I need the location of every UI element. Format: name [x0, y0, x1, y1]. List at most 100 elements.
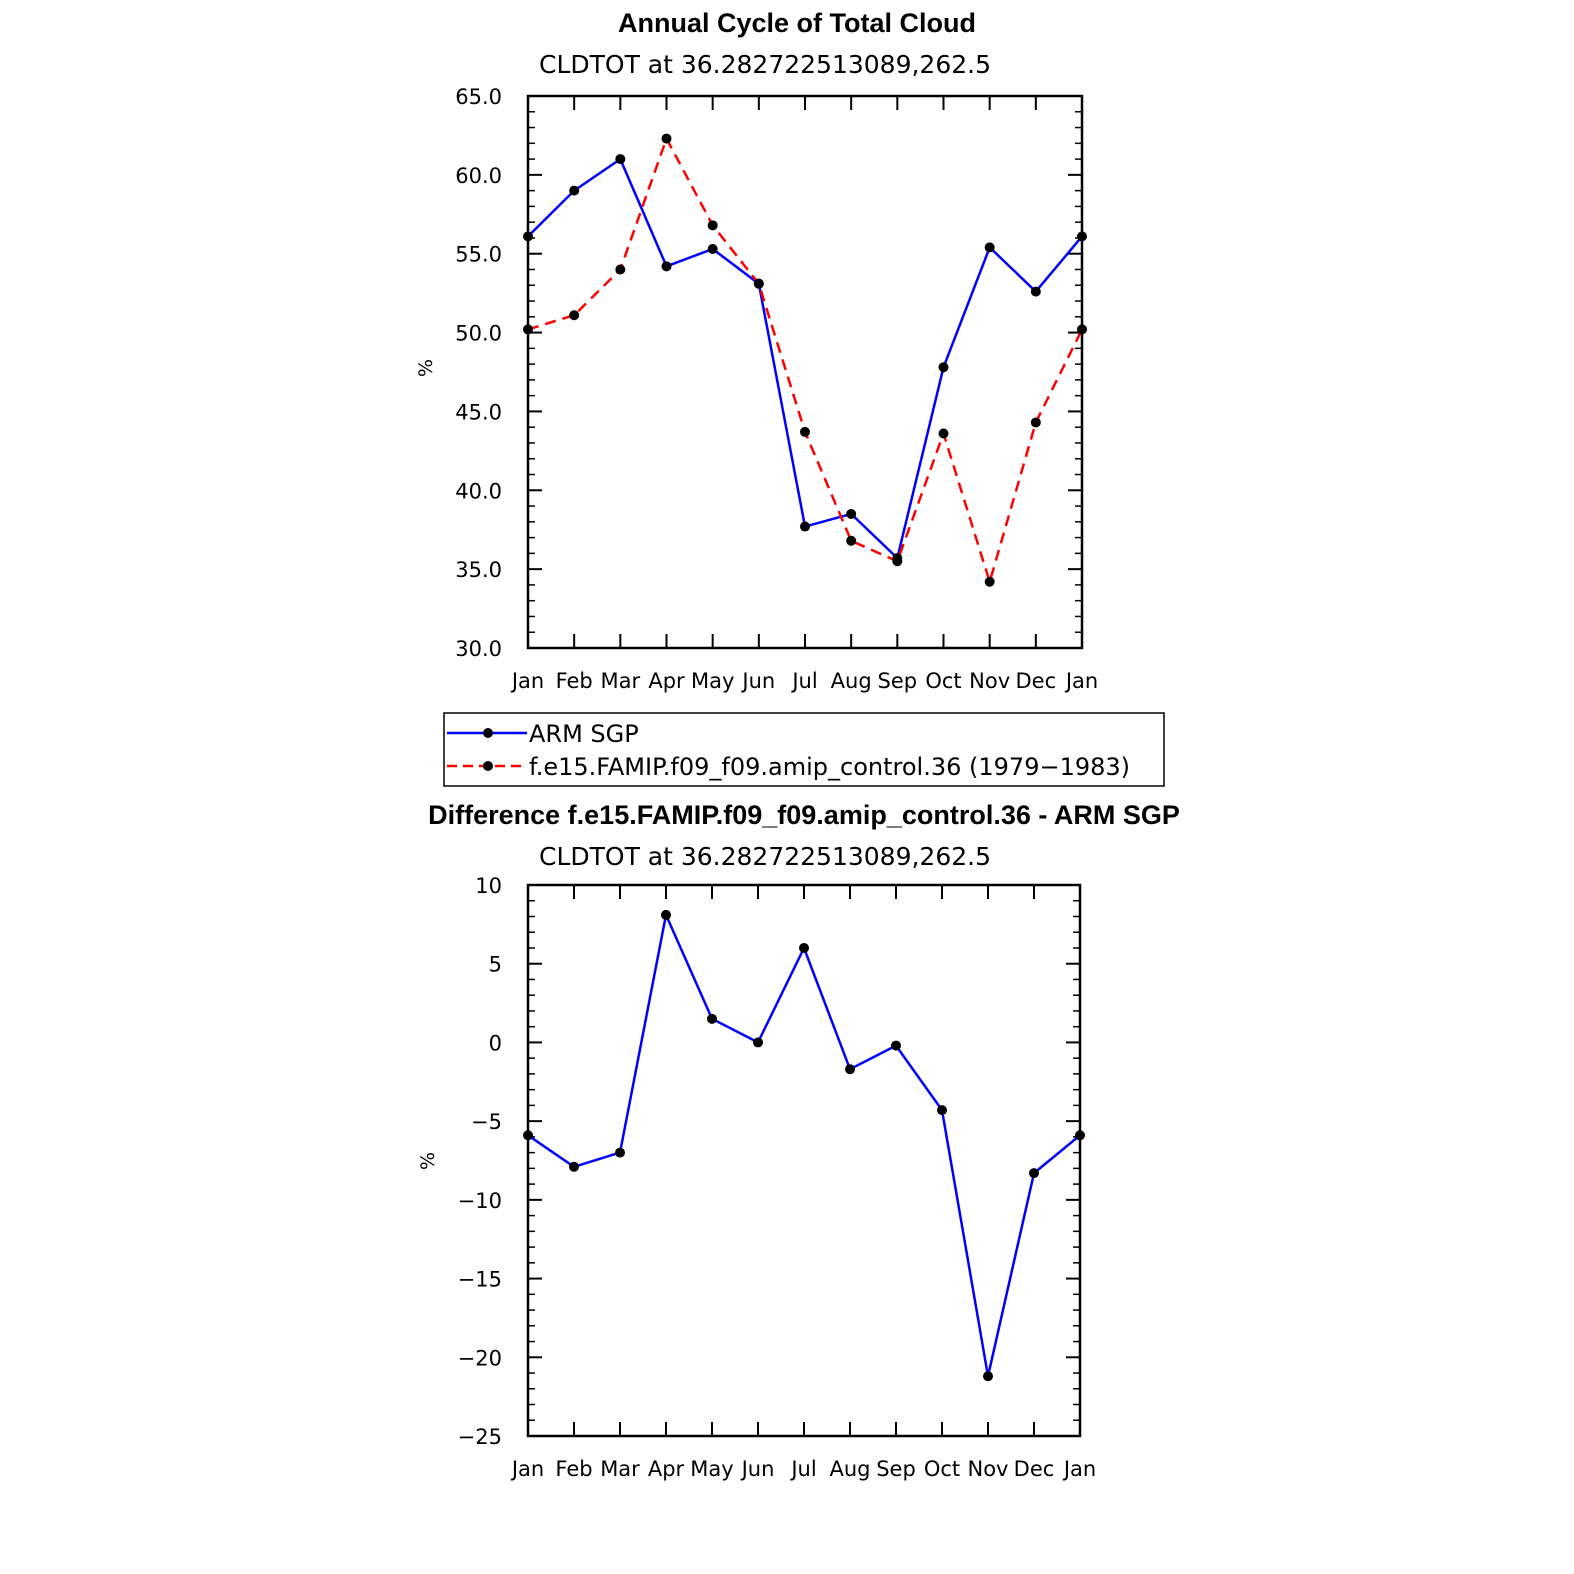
tick-labels: 30.0 35.0 40.0 45.0 50.0 55.0 60.0 65.0 Jan Feb Ma…: [455, 85, 1098, 693]
data-point-s1-2: [615, 264, 626, 275]
data-point-s1-9: [938, 428, 949, 439]
x-tick-label: Oct: [924, 1457, 960, 1481]
legend-box: [443, 712, 1165, 787]
series-line-0: [527, 913, 1081, 1378]
x-tick-label: Sep: [878, 669, 918, 693]
x-tick-label: Aug: [831, 669, 872, 693]
data-point-s0-2: [615, 1147, 625, 1158]
data-point-s1-8: [892, 556, 903, 567]
data-point-s0-9: [937, 1105, 947, 1116]
x-tick-label: Jan: [510, 669, 544, 693]
x-tick-label: Mar: [600, 1457, 640, 1481]
data-point-s1-10: [984, 576, 995, 587]
legend-marker-arm-sgp: [483, 728, 493, 738]
data-point-s0-11: [1030, 286, 1041, 297]
data-point-s0-3: [661, 261, 672, 272]
data-point-s0-1: [569, 1161, 579, 1172]
chart-title: Annual Cycle of Total Cloud: [618, 8, 976, 38]
y-tick-label: 10: [475, 874, 502, 898]
x-tick-label: Sep: [876, 1457, 916, 1481]
data-point-s0-11: [1029, 1168, 1039, 1179]
data-point-s0-0: [523, 231, 533, 242]
series-line-0: [527, 157, 1083, 560]
x-tick-label: Jan: [1062, 1457, 1096, 1481]
x-tick-label: Apr: [648, 669, 685, 693]
plot-frame: [526, 883, 1082, 1438]
data-point-s1-11: [1030, 417, 1041, 428]
data-point-s0-10: [983, 1371, 993, 1382]
data-point-s1-1: [569, 310, 580, 321]
x-tick-label: Jul: [789, 1457, 816, 1481]
x-tick-label: Feb: [556, 669, 593, 693]
y-axis-label: %: [415, 359, 437, 377]
y-tick-label: −5: [471, 1110, 502, 1134]
x-tick-label: Oct: [925, 669, 961, 693]
data-point-s1-7: [846, 535, 857, 546]
y-tick-label: 55.0: [455, 243, 502, 267]
data-point-s1-12: [1077, 324, 1087, 335]
legend: ARM SGP f.e15.FAMIP.f09_f09.amip_control…: [443, 712, 1165, 787]
y-tick-label: 50.0: [455, 322, 502, 346]
x-tick-label: Nov: [969, 669, 1010, 693]
data-point-s0-0: [523, 1130, 533, 1141]
series-points: [523, 133, 1087, 587]
y-tick-label: −10: [458, 1189, 502, 1213]
chart-subtitle: CLDTOT at 36.282722513089,262.5: [539, 842, 991, 871]
data-point-s0-2: [615, 154, 626, 165]
y-tick-label: −25: [458, 1425, 502, 1449]
data-point-s0-6: [800, 521, 810, 532]
data-point-s0-5: [753, 1037, 763, 1048]
tick-labels: −25 −20 −15 −10 −5 0 5 10 Jan Feb Mar Apr May Jun Jul A…: [458, 874, 1097, 1481]
x-tick-label: Apr: [648, 1457, 685, 1481]
y-tick-label: −15: [458, 1268, 502, 1292]
y-tick-label: −20: [458, 1346, 502, 1370]
y-tick-label: 0: [489, 1031, 502, 1055]
data-point-s0-3: [661, 909, 671, 920]
data-point-s1-5: [753, 278, 764, 289]
legend-marker-model: [483, 761, 493, 771]
series-lines: [527, 913, 1081, 1378]
series-points: [523, 909, 1085, 1382]
data-point-s0-7: [846, 508, 857, 519]
x-tick-label: Nov: [968, 1457, 1009, 1481]
series-line-1: [527, 137, 1084, 584]
data-point-s0-4: [707, 1013, 717, 1024]
data-point-s0-8: [891, 1040, 901, 1051]
data-point-s0-12: [1075, 1130, 1085, 1141]
x-tick-label: Jan: [1064, 669, 1098, 693]
x-tick-label: Dec: [1014, 1457, 1055, 1481]
x-tick-label: Jan: [510, 1457, 544, 1481]
y-tick-label: 60.0: [455, 164, 502, 188]
chart-title: Difference f.e15.FAMIP.f09_f09.amip_cont…: [428, 800, 1180, 830]
data-point-s1-0: [523, 324, 533, 335]
data-point-s0-1: [569, 185, 580, 196]
x-tick-label: May: [691, 669, 734, 693]
data-point-s1-3: [661, 133, 672, 144]
x-tick-label: Mar: [601, 669, 641, 693]
annual-cycle-panel: Annual Cycle of Total Cloud CLDTOT at 36…: [415, 8, 1098, 693]
difference-panel: Difference f.e15.FAMIP.f09_f09.amip_cont…: [417, 800, 1180, 1481]
data-point-s0-7: [845, 1064, 855, 1075]
axes: [526, 94, 1084, 650]
data-point-s0-9: [938, 362, 949, 373]
series-lines: [527, 137, 1084, 584]
y-axis-label: %: [417, 1152, 439, 1170]
legend-label-model: f.e15.FAMIP.f09_f09.amip_control.36 (197…: [529, 753, 1130, 781]
x-tick-label: Jun: [740, 1457, 775, 1481]
x-tick-label: Feb: [555, 1457, 592, 1481]
y-tick-label: 45.0: [455, 400, 502, 424]
data-point-s0-10: [984, 242, 995, 253]
x-tick-label: May: [690, 1457, 733, 1481]
x-tick-label: Jun: [740, 669, 775, 693]
axes: [526, 883, 1082, 1438]
data-point-s0-12: [1077, 231, 1087, 242]
data-point-s0-4: [707, 243, 718, 254]
y-tick-label: 40.0: [455, 479, 502, 503]
y-tick-label: 30.0: [455, 637, 502, 661]
data-point-s1-6: [800, 426, 810, 437]
y-tick-label: 35.0: [455, 558, 502, 582]
legend-label-arm-sgp: ARM SGP: [529, 720, 639, 748]
y-tick-label: 65.0: [455, 85, 502, 109]
y-tick-label: 5: [489, 953, 502, 977]
